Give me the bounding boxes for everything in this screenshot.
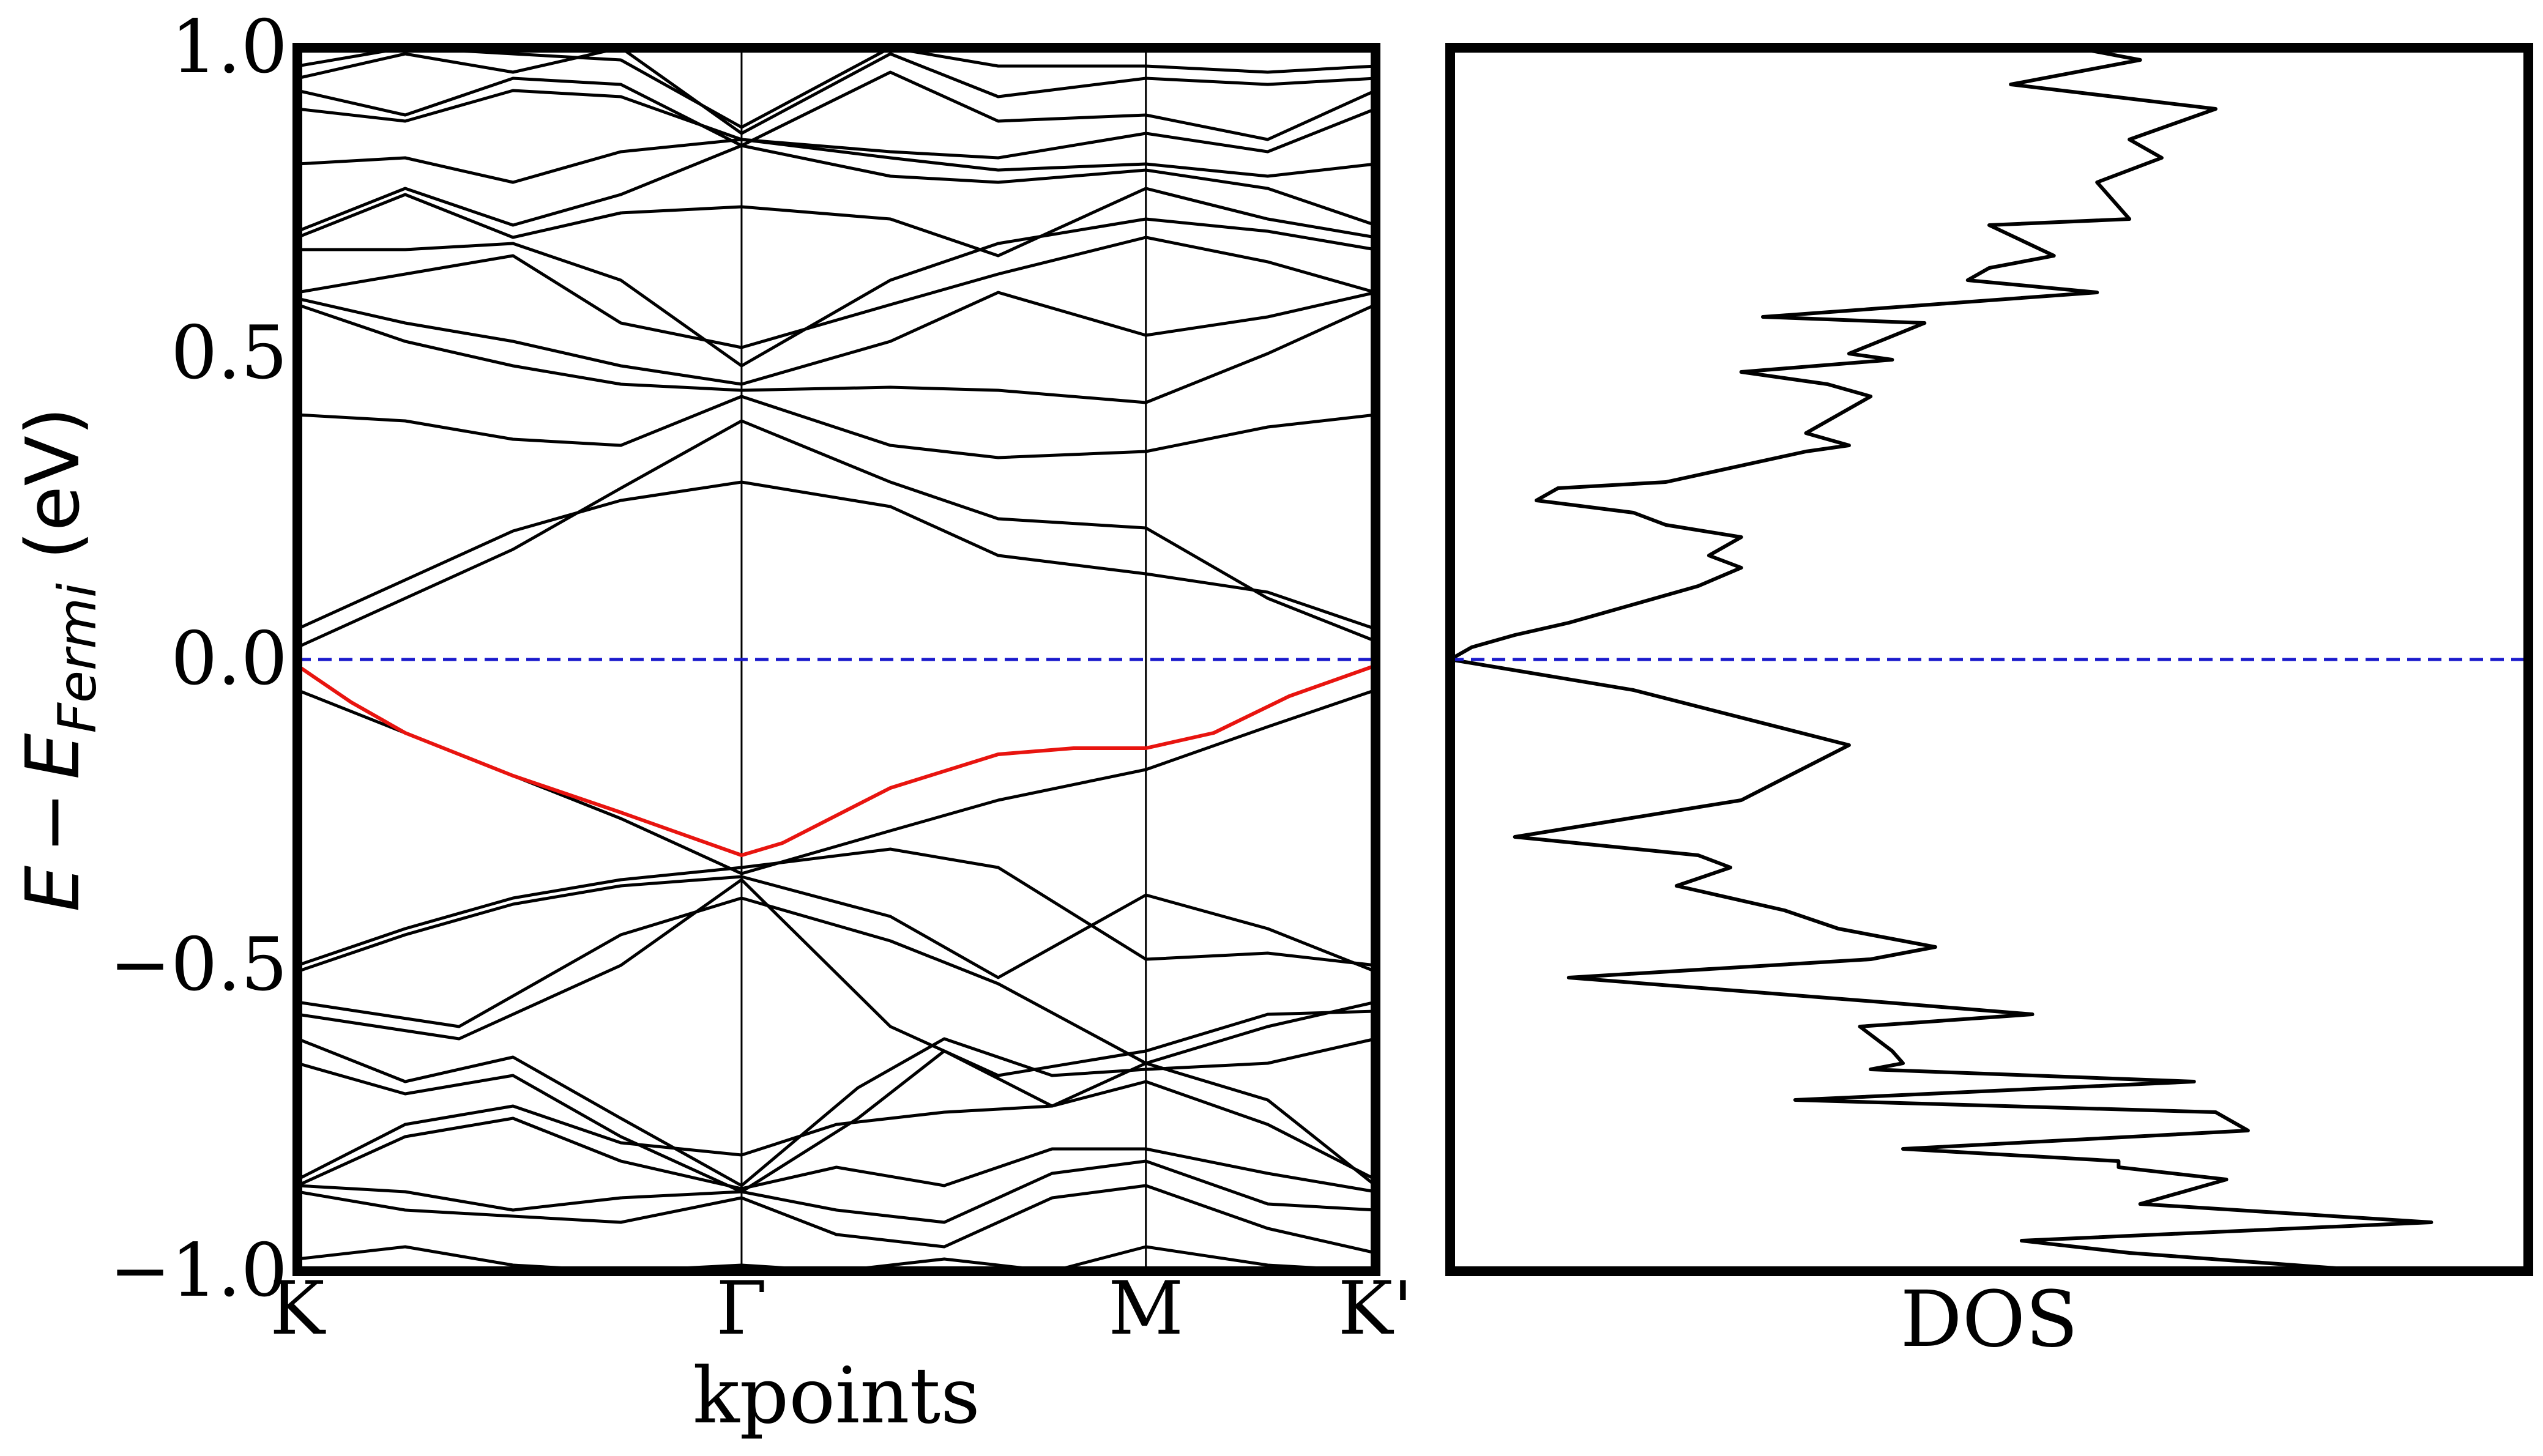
y-axis-ticks: −1.0 −0.5 0.0 0.5 1.0	[110, 5, 288, 1313]
y-tick-label-2: 0.0	[171, 617, 288, 702]
band-plot-frame	[292, 43, 1380, 1276]
y-tick-label-3: 0.5	[171, 311, 288, 396]
dos-axis-label: DOS	[1901, 1274, 2079, 1364]
band-line-10	[297, 1184, 1376, 1255]
band-line-2	[297, 875, 1376, 979]
band-line-5	[297, 1037, 1376, 1187]
band-line-9	[297, 1159, 1376, 1224]
band-line-20	[297, 144, 1376, 233]
kpoint-label-3: K'	[1338, 1266, 1413, 1351]
y-tick-label-4: 1.0	[171, 5, 288, 90]
band-line-18	[297, 217, 1376, 368]
x-axis-ticks: K Γ M K'	[270, 1266, 1413, 1351]
band-line-3	[297, 896, 1376, 1065]
band-line-8	[296, 1116, 1376, 1194]
band-line-17	[297, 236, 1376, 349]
band-line-24	[297, 46, 1376, 135]
band-line-19	[297, 187, 1376, 258]
highest-valence-band	[296, 664, 1377, 857]
y-axis-label: E−EFermi (eV)	[11, 407, 108, 912]
kpoint-label-1: Γ	[716, 1266, 767, 1351]
dos-panel: DOS	[1445, 43, 2533, 1364]
band-line-4	[297, 878, 1376, 1077]
band-line-16	[297, 291, 1376, 386]
dos-curve	[1448, 46, 2433, 1273]
band-line-13	[296, 419, 1376, 649]
band-line-23	[297, 70, 1377, 147]
band-line-12	[296, 480, 1376, 631]
band-line-22	[297, 89, 1376, 160]
y-tick-label-1: −0.5	[110, 923, 288, 1008]
kpoint-label-0: K	[270, 1266, 326, 1351]
kpoint-label-2: M	[1108, 1266, 1183, 1351]
dos-plot-frame	[1445, 43, 2533, 1276]
x-axis-label: kpoints	[693, 1351, 980, 1441]
band-line-1	[297, 847, 1376, 967]
band-line-14	[297, 395, 1376, 459]
band-line-6	[297, 1049, 1377, 1194]
band-line-15	[297, 303, 1377, 404]
band-line-21	[297, 138, 1376, 184]
band-structure-panel: −1.0 −0.5 0.0 0.5 1.0 K Γ M K' kpoints E−EFermi…	[11, 5, 1413, 1441]
band-line-7	[296, 1080, 1377, 1181]
y-tick-label-0: −1.0	[110, 1228, 288, 1313]
